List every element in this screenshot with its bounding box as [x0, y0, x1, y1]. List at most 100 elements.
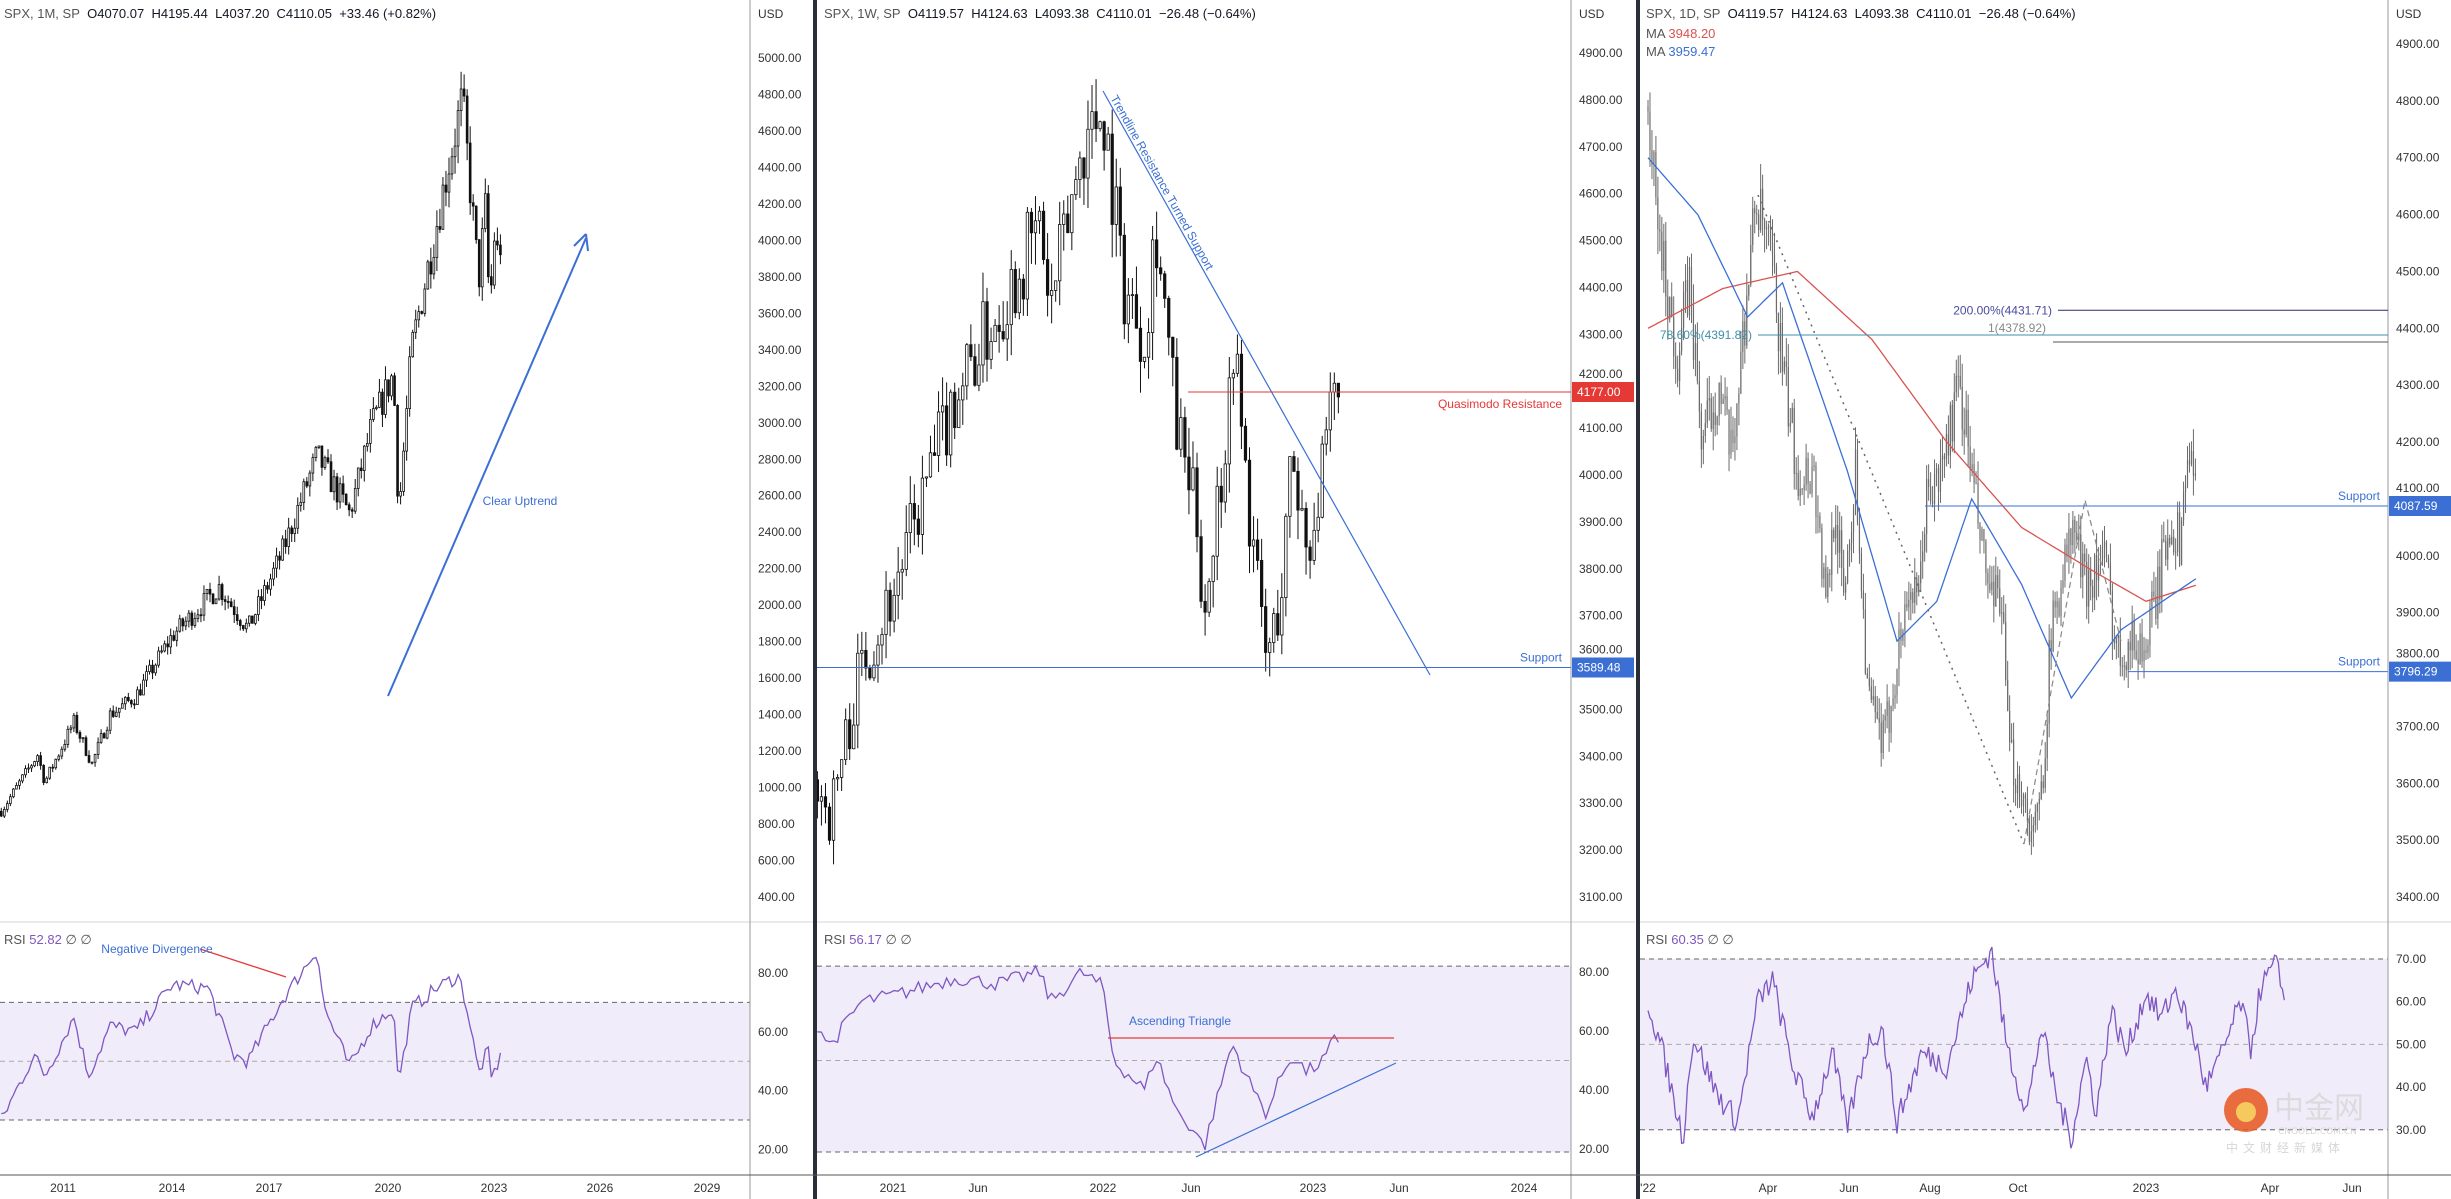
candle-body	[977, 364, 981, 386]
candle-body	[912, 503, 916, 520]
candle-body	[1183, 417, 1187, 458]
candle-body	[217, 584, 221, 600]
rsi-band-fill	[817, 966, 1571, 1152]
candle-body	[378, 391, 381, 408]
candle-body	[335, 476, 339, 503]
candle-body	[390, 375, 393, 397]
close-value: C4110.01	[1096, 6, 1152, 21]
candle	[1704, 409, 1706, 443]
candle	[266, 581, 269, 594]
candle-body	[1995, 575, 1997, 607]
candle-body	[1945, 434, 1948, 460]
candle	[1005, 301, 1009, 361]
candle-body	[1728, 410, 1730, 455]
candle-body	[908, 503, 912, 533]
candle-body	[18, 780, 21, 786]
candle-body	[1696, 343, 1699, 382]
candle	[1086, 100, 1090, 208]
candle-body	[205, 588, 209, 594]
candle-body	[1175, 356, 1179, 450]
candle-body	[1688, 266, 1691, 316]
rsi-extra: ∅ ∅	[885, 932, 912, 947]
candle-body	[399, 491, 402, 497]
symbol-label: SPX, 1M, SP	[4, 6, 80, 21]
candle-body	[1886, 701, 1888, 716]
candle-body	[928, 452, 933, 478]
panel2-rsi-legend: RSI 56.17 ∅ ∅	[824, 932, 912, 948]
candle	[2040, 764, 2042, 801]
candle-body	[1215, 485, 1219, 557]
candle-body	[238, 620, 242, 626]
candle	[2192, 429, 2195, 496]
candle-body	[193, 618, 197, 626]
candle	[166, 636, 169, 655]
arrow-head-icon	[573, 233, 589, 252]
candle	[1827, 566, 1829, 603]
candle-body	[997, 324, 1001, 332]
candle	[908, 476, 912, 554]
candle-body	[876, 644, 880, 666]
candle-body	[15, 785, 18, 790]
candle-body	[499, 244, 502, 256]
candle-body	[12, 788, 15, 798]
candle	[199, 608, 203, 623]
change-value: −26.48 (−0.64%)	[1158, 6, 1256, 21]
candle	[1211, 554, 1215, 608]
candle	[384, 366, 387, 419]
candle	[54, 758, 58, 770]
candle-body	[1118, 186, 1122, 236]
candle	[1207, 578, 1211, 617]
candle	[51, 763, 55, 773]
candle	[362, 444, 366, 482]
candle-body	[2186, 460, 2189, 486]
candle-body	[1667, 296, 1669, 320]
candle-body	[2088, 569, 2090, 607]
candle	[145, 665, 148, 688]
candle	[2042, 775, 2044, 794]
candle-body	[284, 538, 287, 547]
candle-body	[480, 228, 484, 288]
candle	[1999, 569, 2001, 617]
fib-200-label: 200.00%(4431.71)	[1953, 303, 2052, 317]
candle	[1690, 253, 1693, 324]
candle	[1777, 312, 1780, 375]
candle	[1945, 423, 1948, 467]
price-axis-tick: 3400.00	[2396, 890, 2440, 904]
candle-body	[1171, 336, 1175, 358]
candle-body	[1928, 478, 1930, 487]
candle	[1918, 575, 1920, 597]
candle-body	[387, 379, 390, 397]
candle-body	[326, 457, 330, 463]
candle-body	[1280, 597, 1284, 636]
candle	[1657, 176, 1659, 255]
support2-price-tag-text: 3796.29	[2394, 665, 2438, 679]
candle	[2094, 553, 2096, 611]
candle	[2155, 576, 2157, 625]
candle	[1953, 373, 1955, 454]
candle-body	[896, 571, 900, 596]
candle	[2058, 597, 2060, 618]
candle-body	[868, 667, 872, 679]
candle	[920, 455, 925, 555]
candle-body	[405, 408, 408, 452]
candle	[848, 703, 852, 760]
candle	[2141, 618, 2143, 668]
candle	[366, 433, 369, 452]
candle-body	[2072, 519, 2074, 546]
candle-body	[493, 240, 496, 286]
candle-body	[840, 759, 844, 778]
candle	[417, 305, 421, 328]
ma2-legend: MA 3959.47	[1646, 44, 1715, 59]
candle	[18, 778, 21, 790]
price-axis-tick: 4800.00	[758, 87, 802, 101]
candle-body	[1025, 211, 1030, 300]
candle-body	[396, 404, 399, 497]
candle-body	[220, 584, 224, 601]
candle-body	[2044, 758, 2046, 788]
candle-body	[1872, 696, 1874, 700]
candle-body	[172, 635, 176, 641]
candle	[1874, 686, 1876, 724]
candle-body	[1997, 575, 1999, 589]
candle	[2026, 786, 2029, 836]
